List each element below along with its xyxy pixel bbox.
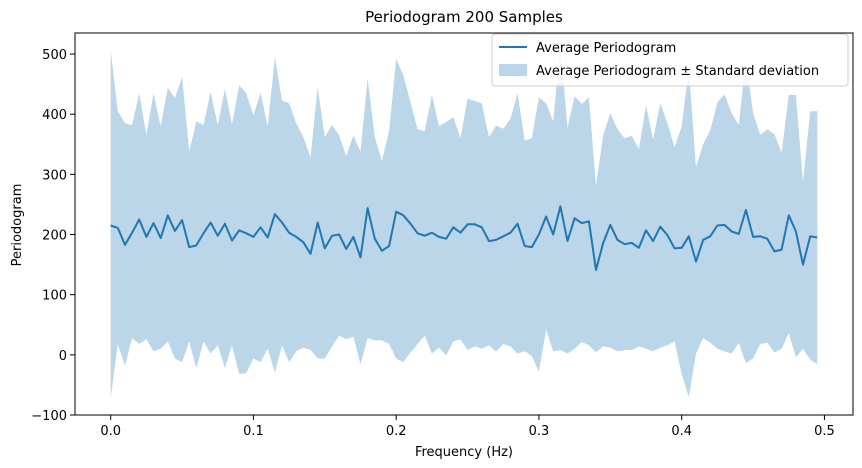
x-tick-label: 0.2 <box>386 424 407 439</box>
x-tick-label: 0.4 <box>671 424 692 439</box>
y-tick-label: 300 <box>42 168 67 183</box>
std-deviation-band <box>110 45 818 399</box>
legend-entry-average: Average Periodogram <box>536 41 676 56</box>
average-periodogram-line <box>110 205 818 271</box>
x-tick-label: 0.1 <box>243 424 264 439</box>
legend: Average Periodogram Average Periodogram … <box>491 33 849 87</box>
y-tick-label: 500 <box>42 48 67 63</box>
y-axis-label: Periodogram <box>10 184 25 267</box>
y-tick-label: −100 <box>31 409 67 424</box>
chart-title: Periodogram 200 Samples <box>365 8 563 26</box>
x-axis-label: Frequency (Hz) <box>415 445 513 460</box>
x-axis: 0.0 0.1 0.2 0.3 0.4 0.5 <box>100 415 835 439</box>
plot-area <box>110 45 818 399</box>
y-tick-label: 200 <box>42 229 67 244</box>
x-tick-label: 0.3 <box>529 424 550 439</box>
legend-entry-band: Average Periodogram ± Standard deviation <box>536 64 819 79</box>
y-axis: −100 0 100 200 300 400 500 <box>31 48 75 424</box>
plot-frame <box>74 32 854 416</box>
legend-band-swatch <box>499 64 527 76</box>
legend-frame <box>491 33 849 87</box>
y-tick-label: 100 <box>42 289 67 304</box>
y-tick-label: 400 <box>42 108 67 123</box>
x-tick-label: 0.0 <box>100 424 121 439</box>
x-tick-label: 0.5 <box>814 424 835 439</box>
y-tick-label: 0 <box>59 349 67 364</box>
